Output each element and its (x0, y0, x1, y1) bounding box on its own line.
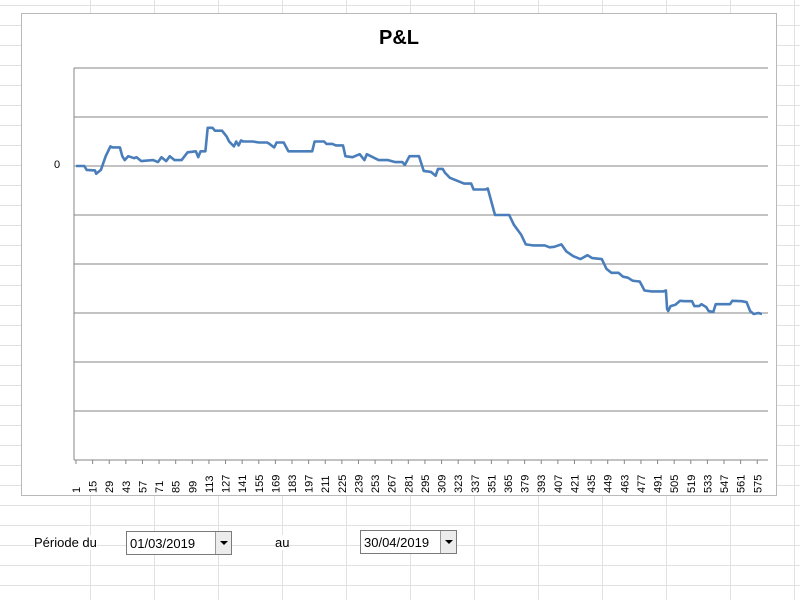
x-tick-label: 337 (470, 475, 482, 493)
x-tick-label: 281 (403, 475, 415, 493)
x-tick-label: 113 (204, 475, 216, 493)
x-tick-label: 309 (437, 475, 449, 493)
x-tick-label: 85 (171, 481, 183, 493)
x-tick-label: 267 (387, 475, 399, 493)
x-tick-label: 127 (221, 475, 233, 493)
x-tick-label: 323 (453, 475, 465, 493)
x-tick-label: 561 (736, 475, 748, 493)
x-tick-label: 547 (719, 475, 731, 493)
x-tick-label: 365 (503, 475, 515, 493)
x-tick-label: 211 (320, 475, 332, 493)
x-tick-label: 421 (569, 475, 581, 493)
chart-area[interactable]: P&L 0 1 15 29 43 57 71 85 99 113 127 141 155 169 183 1… (21, 13, 777, 496)
x-tick-label: 225 (337, 475, 349, 493)
x-tick-label: 239 (353, 475, 365, 493)
x-tick-label: 533 (702, 475, 714, 493)
x-tick-label: 1 (71, 487, 83, 493)
pnl-series-line (76, 126, 763, 316)
x-tick-label: 253 (370, 475, 382, 493)
x-tick-label: 491 (653, 475, 665, 493)
to-date-dropdown[interactable]: 30/04/2019 (360, 530, 457, 554)
x-tick-label: 393 (536, 475, 548, 493)
x-tick-label: 99 (187, 481, 199, 493)
from-date-dropdown[interactable]: 01/03/2019 (126, 531, 232, 555)
x-tick-label: 407 (553, 475, 565, 493)
x-tick-label: 295 (420, 475, 432, 493)
y-tick-label-zero: 0 (54, 159, 61, 171)
to-label: au (275, 535, 290, 550)
x-tick-label: 463 (619, 475, 631, 493)
to-date-value: 30/04/2019 (364, 535, 430, 550)
x-tick-label: 71 (154, 481, 166, 493)
x-tick-label: 435 (586, 475, 598, 493)
x-tick-label: 197 (304, 475, 316, 493)
x-tick-label: 379 (520, 475, 532, 493)
x-tick-label: 449 (603, 475, 615, 493)
x-tick-label: 505 (669, 475, 681, 493)
x-tick-label: 351 (486, 475, 498, 493)
x-tick-label: 43 (121, 481, 133, 493)
x-tick-label: 57 (137, 481, 149, 493)
x-tick-label: 477 (636, 475, 648, 493)
chart-title: P&L (379, 27, 419, 49)
chevron-down-icon (445, 540, 453, 544)
from-date-dropdown-button[interactable] (215, 532, 231, 554)
x-tick-label: 183 (287, 475, 299, 493)
x-tick-label: 29 (104, 481, 116, 493)
to-date-dropdown-button[interactable] (440, 531, 456, 553)
x-tick-label: 15 (88, 481, 100, 493)
chevron-down-icon (220, 541, 228, 545)
chart-plot: 1 15 29 43 57 71 85 99 113 127 141 155 169 183 197 211 2… (71, 67, 768, 493)
x-tick-label: 155 (254, 475, 266, 493)
from-date-value: 01/03/2019 (130, 536, 196, 551)
x-tick-label: 575 (752, 475, 764, 493)
x-tick-label: 141 (237, 475, 249, 493)
x-tick-label: 169 (270, 475, 282, 493)
period-label: Période du (34, 535, 97, 550)
x-tick-label: 519 (686, 475, 698, 493)
